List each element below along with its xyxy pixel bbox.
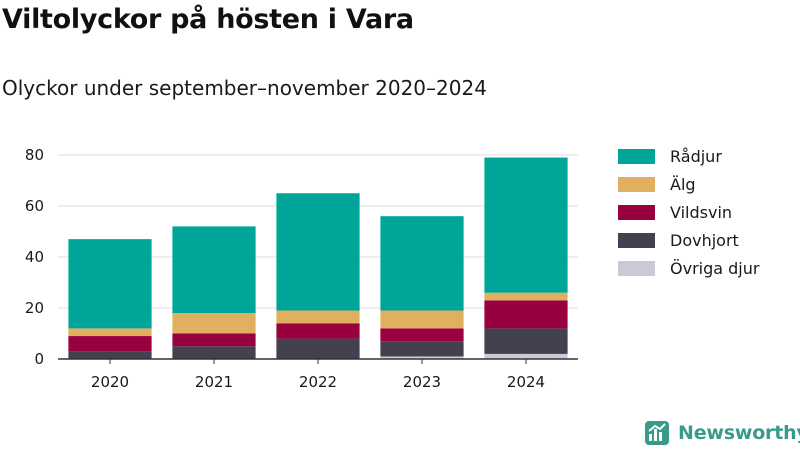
legend-swatch bbox=[618, 205, 655, 220]
bar-segment bbox=[172, 346, 256, 359]
y-tick-label: 20 bbox=[25, 299, 44, 317]
legend-label: Vildsvin bbox=[670, 203, 732, 222]
bar-segment bbox=[68, 336, 152, 352]
bar-segment bbox=[172, 313, 256, 334]
y-tick-label: 40 bbox=[25, 248, 44, 266]
legend-swatch bbox=[618, 261, 655, 276]
x-tick-label: 2024 bbox=[507, 373, 545, 391]
bar-segment bbox=[484, 328, 568, 354]
bar-segment bbox=[276, 338, 360, 359]
legend-swatch bbox=[618, 233, 655, 248]
x-tick-label: 2023 bbox=[403, 373, 441, 391]
bar-segment bbox=[380, 310, 464, 329]
chart-subtitle: Olyckor under september–november 2020–20… bbox=[2, 76, 487, 100]
legend-label: Rådjur bbox=[670, 147, 722, 166]
bar-segment bbox=[380, 356, 464, 359]
bar-segment bbox=[380, 341, 464, 357]
bar-segment bbox=[276, 323, 360, 339]
legend-swatch bbox=[618, 149, 655, 164]
legend-swatch bbox=[618, 177, 655, 192]
legend-label: Övriga djur bbox=[670, 259, 760, 278]
legend-label: Älg bbox=[670, 175, 696, 194]
legend-label: Dovhjort bbox=[670, 231, 739, 250]
bar-segment bbox=[484, 157, 568, 293]
newsworthy-brand: Newsworthy bbox=[644, 420, 800, 446]
bar-segment bbox=[380, 216, 464, 311]
bar-segment bbox=[380, 328, 464, 342]
y-tick-label: 80 bbox=[25, 146, 44, 164]
bar-segment bbox=[484, 292, 568, 301]
bar-segment bbox=[68, 239, 152, 329]
brand-name: Newsworthy bbox=[678, 422, 800, 444]
bar-segment bbox=[68, 328, 152, 337]
bar-segment bbox=[276, 193, 360, 311]
x-tick-label: 2021 bbox=[195, 373, 233, 391]
bar-segment bbox=[172, 333, 256, 347]
x-tick-label: 2022 bbox=[299, 373, 337, 391]
bar-segment bbox=[68, 351, 152, 359]
x-tick-label: 2020 bbox=[91, 373, 129, 391]
y-tick-label: 60 bbox=[25, 197, 44, 215]
bar-segment bbox=[172, 226, 256, 314]
legend: Rådjur Älg Vildsvin Dovhjort Övriga djur bbox=[618, 147, 760, 278]
bar-segment bbox=[484, 353, 568, 359]
y-axis-ticks: 0 20 40 60 80 bbox=[25, 146, 44, 368]
bars bbox=[68, 157, 568, 359]
bar-segment bbox=[484, 300, 568, 329]
x-axis-ticks: 2020 2021 2022 2023 2024 bbox=[91, 359, 545, 391]
y-tick-label: 0 bbox=[34, 350, 44, 368]
bar-chart-icon bbox=[645, 421, 669, 445]
bar-segment bbox=[276, 310, 360, 324]
chart-title: Viltolyckor på hösten i Vara bbox=[2, 4, 414, 35]
